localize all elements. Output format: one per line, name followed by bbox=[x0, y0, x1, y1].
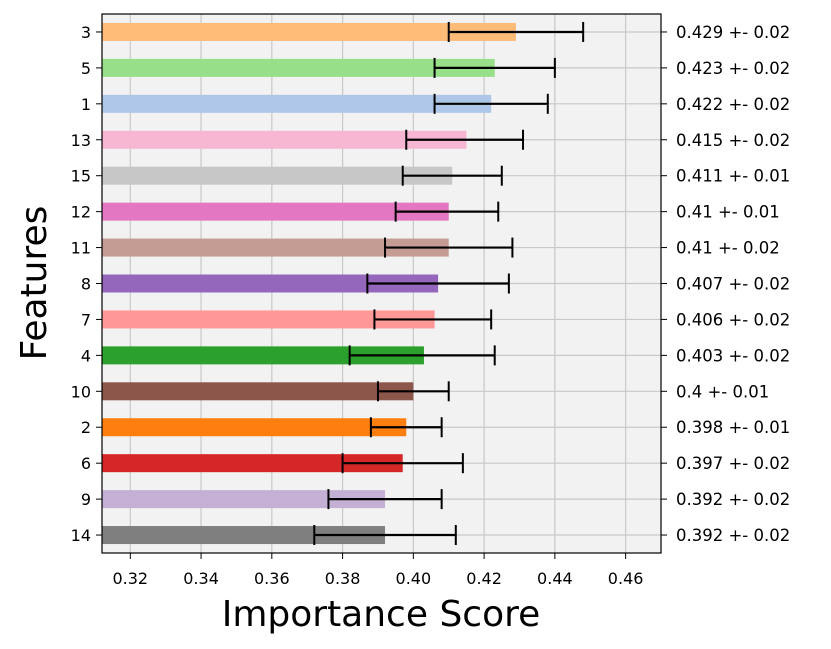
value-annotation: 0.406 +- 0.02 bbox=[676, 310, 790, 329]
y-tick-label: 15 bbox=[71, 167, 91, 186]
value-annotation: 0.411 +- 0.01 bbox=[676, 167, 790, 186]
y-tick-label: 10 bbox=[71, 382, 91, 401]
x-tick-label: 0.36 bbox=[254, 569, 290, 588]
y-tick-label: 3 bbox=[81, 23, 91, 42]
x-tick-label: 0.32 bbox=[112, 569, 148, 588]
value-annotation: 0.41 +- 0.02 bbox=[676, 239, 780, 258]
bar-feature-9 bbox=[102, 490, 386, 509]
y-axis-title: Features bbox=[14, 206, 55, 361]
value-annotation: 0.397 +- 0.02 bbox=[676, 454, 790, 473]
y-tick-labels: 3 5 1 13 15 12 11 8 7 4 10 2 6 9 14 bbox=[71, 23, 102, 545]
y-tick-label: 12 bbox=[71, 203, 91, 222]
y-tick-label: 11 bbox=[71, 239, 91, 258]
y-tick-label: 8 bbox=[81, 275, 91, 294]
y-tick-label: 14 bbox=[71, 526, 91, 545]
value-annotation: 0.398 +- 0.01 bbox=[676, 418, 790, 437]
error-bars-group bbox=[313, 21, 585, 546]
x-tick-label: 0.38 bbox=[325, 569, 361, 588]
x-tick-labels: 0.32 0.34 0.36 0.38 0.40 0.42 0.44 0.46 bbox=[112, 553, 643, 588]
bar-feature-4 bbox=[102, 346, 424, 365]
x-tick-label: 0.34 bbox=[183, 569, 219, 588]
x-tick-label: 0.42 bbox=[466, 569, 502, 588]
x-tick-label: 0.40 bbox=[396, 569, 432, 588]
value-annotation: 0.392 +- 0.02 bbox=[676, 490, 790, 509]
value-annotation: 0.423 +- 0.02 bbox=[676, 59, 790, 78]
x-axis-title: Importance Score bbox=[222, 594, 541, 635]
value-annotations: 0.429 +- 0.02 0.423 +- 0.02 0.422 +- 0.02 0… bbox=[661, 23, 790, 545]
bar-feature-10 bbox=[102, 382, 414, 401]
bar-feature-11 bbox=[102, 238, 449, 257]
bar-feature-5 bbox=[102, 58, 495, 77]
y-tick-label: 1 bbox=[81, 95, 91, 114]
bar-feature-1 bbox=[102, 94, 492, 113]
bar-feature-13 bbox=[102, 130, 467, 149]
y-tick-label: 9 bbox=[81, 490, 91, 509]
x-tick-label: 0.44 bbox=[537, 569, 573, 588]
bar-feature-6 bbox=[102, 454, 403, 473]
y-tick-label: 13 bbox=[71, 131, 91, 150]
x-tick-label: 0.46 bbox=[608, 569, 644, 588]
bar-feature-15 bbox=[102, 166, 453, 185]
bars-group bbox=[102, 22, 516, 545]
value-annotation: 0.415 +- 0.02 bbox=[676, 131, 790, 150]
bar-feature-12 bbox=[102, 202, 449, 221]
value-annotation: 0.392 +- 0.02 bbox=[676, 526, 790, 545]
y-tick-label: 7 bbox=[81, 310, 91, 329]
value-annotation: 0.422 +- 0.02 bbox=[676, 95, 790, 114]
y-tick-label: 6 bbox=[81, 454, 91, 473]
bar-feature-7 bbox=[102, 310, 435, 329]
bar-feature-2 bbox=[102, 418, 407, 437]
value-annotation: 0.41 +- 0.01 bbox=[676, 203, 780, 222]
value-annotation: 0.429 +- 0.02 bbox=[676, 23, 790, 42]
value-annotation: 0.407 +- 0.02 bbox=[676, 275, 790, 294]
value-annotation: 0.403 +- 0.02 bbox=[676, 346, 790, 365]
bar-feature-8 bbox=[102, 274, 439, 293]
y-tick-label: 2 bbox=[81, 418, 91, 437]
bar-feature-3 bbox=[102, 22, 516, 41]
y-tick-label: 5 bbox=[81, 59, 91, 78]
value-annotation: 0.4 +- 0.01 bbox=[676, 382, 769, 401]
y-tick-label: 4 bbox=[81, 346, 91, 365]
